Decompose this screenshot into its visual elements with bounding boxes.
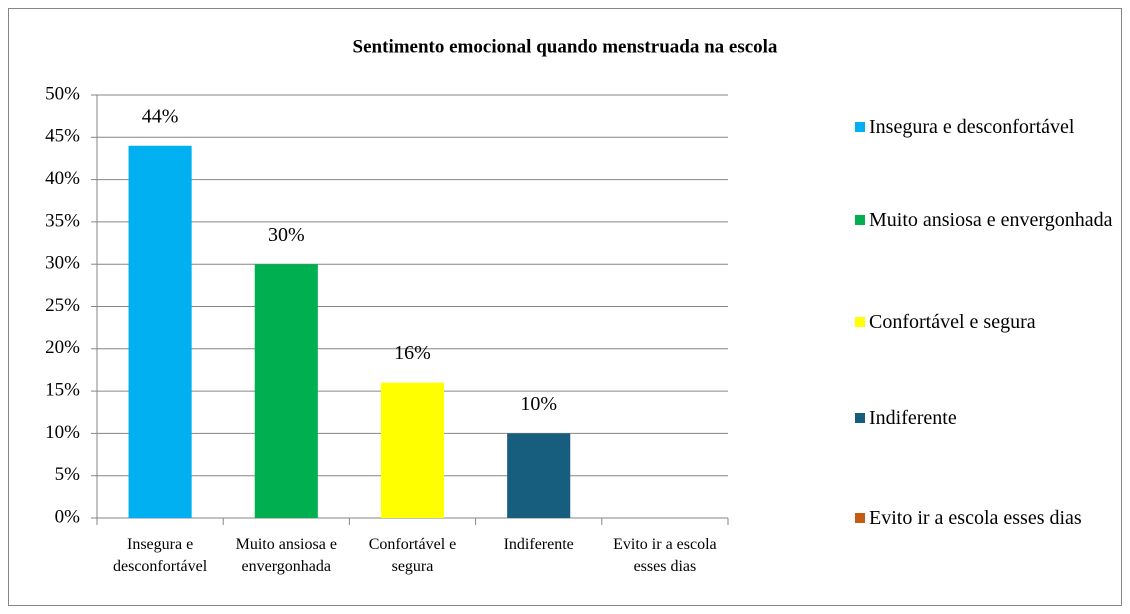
legend-label: Indiferente (869, 407, 957, 429)
data-label: 16% (394, 342, 431, 364)
data-label: 44% (142, 105, 179, 127)
legend-label: Muito ansiosa e envergonhada (869, 209, 1113, 231)
y-tick-label: 35% (45, 210, 80, 231)
legend-swatch (855, 513, 865, 523)
y-tick-label: 15% (45, 379, 80, 400)
y-tick-label: 45% (45, 126, 80, 147)
y-tick-label: 20% (45, 337, 80, 358)
legend-label: Confortável e segura (869, 311, 1036, 333)
y-tick-label: 40% (45, 168, 80, 189)
y-tick-label: 50% (45, 83, 80, 104)
x-tick-label: Confortável e segura (368, 536, 457, 575)
bar (380, 382, 445, 518)
bar (507, 433, 571, 518)
data-label: 30% (268, 224, 305, 246)
x-tick-label: Insegura e desconfortável (113, 536, 208, 575)
y-tick-label: 5% (55, 464, 81, 485)
y-tick-label: 25% (45, 295, 80, 316)
x-tick-label: Evito ir a escola esses dias (613, 536, 717, 575)
y-tick-label: 10% (45, 422, 80, 443)
y-tick-label: 30% (45, 253, 80, 274)
bar (254, 264, 318, 518)
legend-swatch (855, 122, 865, 132)
legend-label: Insegura e desconfortável (869, 116, 1075, 138)
legend-label: Evito ir a escola esses dias (869, 507, 1082, 529)
bar (128, 145, 192, 518)
legend-swatch (855, 413, 865, 423)
x-tick-label: Muito ansiosa e envergonhada (235, 536, 337, 575)
x-tick-label: Indiferente (503, 536, 574, 553)
data-label: 10% (520, 393, 557, 415)
y-tick-label: 0% (55, 506, 81, 527)
legend-swatch (855, 317, 865, 327)
chart-title: Sentimento emocional quando menstruada n… (353, 36, 778, 57)
legend-swatch (855, 215, 865, 225)
